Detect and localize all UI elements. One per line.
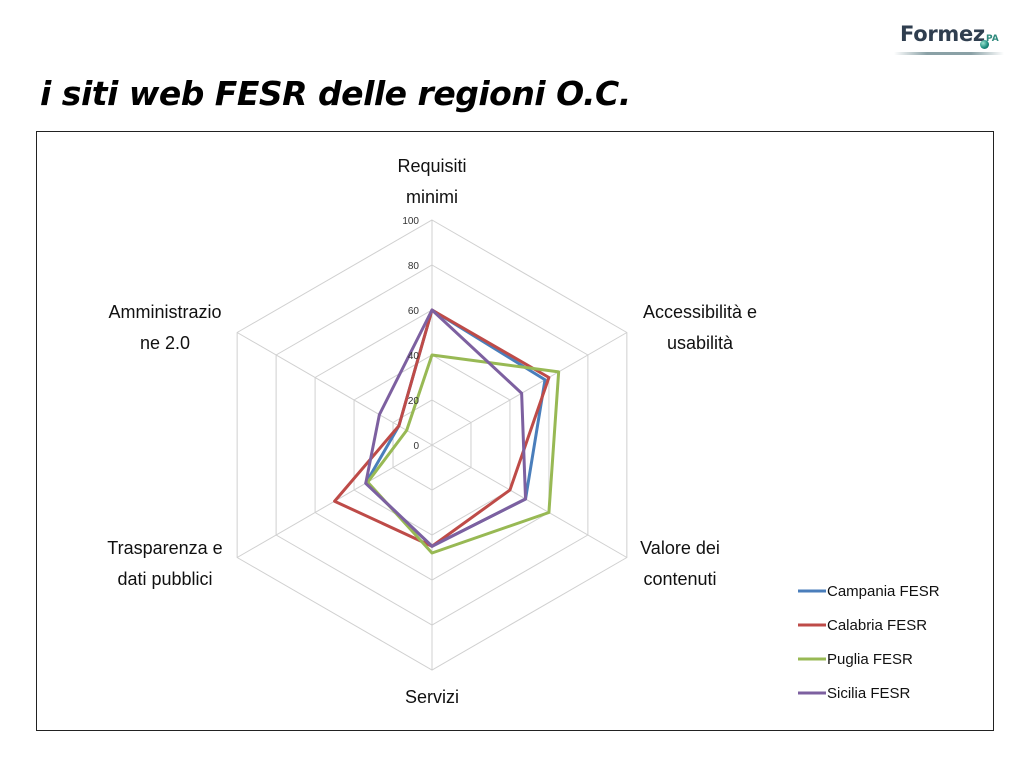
series-line: [366, 353, 561, 555]
formez-logo: Formez PA: [894, 18, 1012, 62]
tick-label: 60: [408, 306, 420, 317]
tick-label: 0: [413, 441, 419, 452]
series-line: [333, 308, 551, 548]
radar-chart-svg: 0 20 40 60 80 100 Requisiti minimi Accessibilit…: [107, 156, 940, 707]
axis-label: Servizi: [405, 687, 459, 707]
tick-label: 40: [408, 351, 420, 362]
axis-label-line: Servizi: [405, 687, 459, 707]
logo-dot-icon: [980, 40, 989, 49]
legend-item: Sicilia FESR: [827, 685, 911, 702]
logo-text: Formez: [900, 22, 985, 46]
axis-label: Amministrazio ne 2.0: [108, 302, 221, 353]
grid-spoke: [431, 444, 628, 558]
axis-label-line: Valore dei: [640, 538, 720, 558]
axis-label-line: Accessibilità e: [643, 302, 757, 322]
tick-label: 20: [408, 396, 420, 407]
radar-axis-labels: Requisiti minimi Accessibilità e usabilità V…: [107, 156, 757, 707]
legend-item: Campania FESR: [827, 583, 940, 600]
radar-chart: 0 20 40 60 80 100 Requisiti minimi Accessibilit…: [36, 131, 994, 731]
axis-label: Requisiti minimi: [397, 156, 466, 207]
radar-grid: [236, 219, 628, 671]
tick-label: 80: [408, 261, 420, 272]
axis-label-line: Trasparenza e: [107, 538, 222, 558]
logo-sub: PA: [986, 34, 999, 44]
radar-series-group: [333, 308, 561, 555]
series-line: [364, 308, 528, 548]
axis-label-line: ne 2.0: [140, 333, 190, 353]
page-title: i siti web FESR delle regioni O.C.: [40, 74, 631, 113]
axis-label-line: usabilità: [667, 333, 734, 353]
axis-label-line: contenuti: [643, 569, 716, 589]
legend-item: Puglia FESR: [827, 651, 913, 668]
axis-label-line: Requisiti: [397, 156, 466, 176]
axis-label-line: Amministrazio: [108, 302, 221, 322]
axis-label-line: minimi: [406, 187, 458, 207]
tick-label: 100: [402, 216, 419, 227]
axis-label: Accessibilità e usabilità: [643, 302, 757, 353]
radar-tick-labels: 0 20 40 60 80 100: [402, 216, 419, 452]
axis-label: Trasparenza e dati pubblici: [107, 538, 222, 589]
grid-spoke: [236, 332, 433, 446]
grid-spoke: [431, 332, 628, 446]
axis-label-line: dati pubblici: [117, 569, 212, 589]
logo-underline: [894, 52, 1004, 55]
chart-legend: Campania FESR Calabria FESR Puglia FESR Sic…: [798, 583, 940, 702]
axis-label: Valore dei contenuti: [640, 538, 720, 589]
legend-item: Calabria FESR: [827, 617, 927, 634]
